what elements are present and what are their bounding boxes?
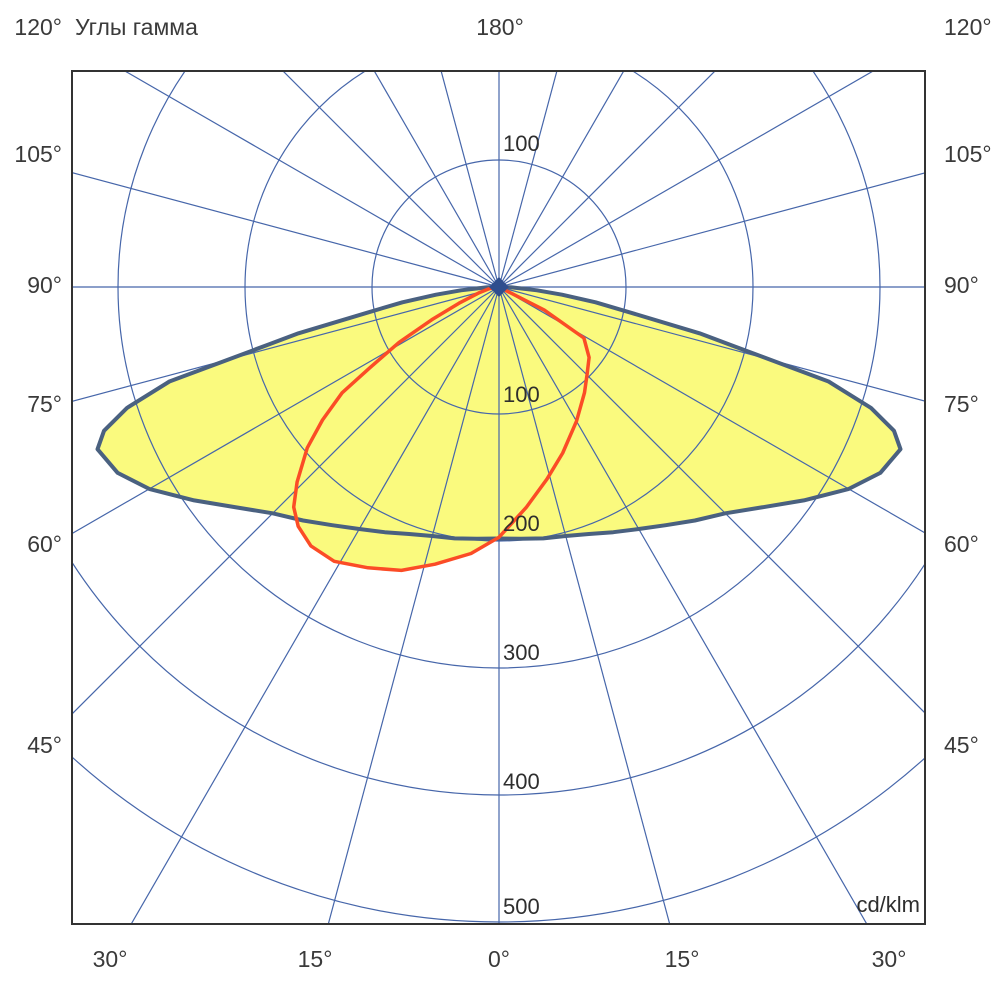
chart-title: Углы гамма: [75, 14, 198, 40]
ring-label-300: 300: [503, 640, 540, 665]
right-axis-label-75: 75°: [944, 391, 979, 417]
top-center-angle-label: 180°: [476, 14, 524, 40]
bottom-axis-label-30-right: 30°: [871, 946, 907, 972]
plot-frame: [71, 70, 926, 925]
unit-label: cd/klm: [856, 892, 920, 917]
curve2-outline: [291, 285, 591, 573]
bottom-axis-label-15-left: 15°: [297, 946, 333, 972]
top-left-angle-label: 120°: [14, 14, 62, 40]
left-axis-label-45: 45°: [27, 732, 62, 758]
curve2-fill: [293, 287, 590, 571]
ring-label-100-lower: 100: [503, 382, 540, 407]
center-marker: [489, 277, 509, 297]
ring-label-400: 400: [503, 769, 540, 794]
right-axis-label-45: 45°: [944, 732, 979, 758]
left-axis-label-90: 90°: [27, 272, 62, 298]
bottom-axis-label-15-right: 15°: [664, 946, 700, 972]
ring-label-200: 200: [503, 511, 540, 536]
left-axis-label-60: 60°: [27, 531, 62, 557]
ring-label-500: 500: [503, 894, 540, 919]
top-right-angle-label: 120°: [944, 14, 992, 40]
bottom-axis-label-30-left: 30°: [92, 946, 128, 972]
bottom-axis-label-0: 0°: [488, 946, 510, 972]
right-axis-label-60: 60°: [944, 531, 979, 557]
right-axis-label-90: 90°: [944, 272, 979, 298]
right-axis-label-105: 105°: [944, 141, 992, 167]
left-axis-label-75: 75°: [27, 391, 62, 417]
left-axis-label-105: 105°: [14, 141, 62, 167]
ring-label-100-upper: 100: [503, 131, 540, 156]
